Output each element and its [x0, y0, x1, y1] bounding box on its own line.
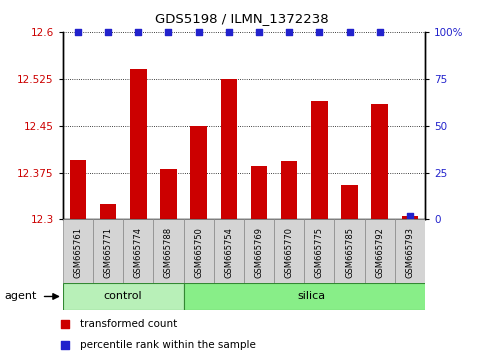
Bar: [311, 101, 327, 219]
Bar: [395, 219, 425, 283]
Text: GSM665792: GSM665792: [375, 227, 384, 278]
Bar: [251, 166, 267, 219]
Point: [376, 29, 384, 35]
Point: [346, 29, 354, 35]
Point: [104, 29, 112, 35]
Bar: [213, 219, 244, 283]
Bar: [184, 283, 440, 310]
Point: [285, 29, 293, 35]
Text: GSM665750: GSM665750: [194, 227, 203, 278]
Text: GSM665785: GSM665785: [345, 227, 354, 278]
Point: [195, 29, 202, 35]
Point: [134, 29, 142, 35]
Text: transformed count: transformed count: [80, 319, 177, 329]
Text: GSM665769: GSM665769: [255, 227, 264, 278]
Point: [61, 342, 69, 348]
Text: percentile rank within the sample: percentile rank within the sample: [80, 340, 256, 350]
Bar: [365, 219, 395, 283]
Bar: [63, 219, 93, 283]
Point: [74, 29, 82, 35]
Bar: [221, 79, 237, 219]
Text: GSM665761: GSM665761: [73, 227, 83, 278]
Text: agent: agent: [5, 291, 37, 302]
Bar: [63, 283, 184, 310]
Bar: [160, 170, 177, 219]
Bar: [334, 219, 365, 283]
Bar: [184, 219, 213, 283]
Bar: [93, 219, 123, 283]
Bar: [402, 216, 418, 219]
Text: GSM665775: GSM665775: [315, 227, 324, 278]
Bar: [190, 126, 207, 219]
Bar: [371, 104, 388, 219]
Text: GSM665788: GSM665788: [164, 227, 173, 278]
Text: GDS5198 / ILMN_1372238: GDS5198 / ILMN_1372238: [155, 12, 328, 25]
Text: GSM665754: GSM665754: [224, 227, 233, 278]
Bar: [281, 161, 298, 219]
Point: [406, 213, 414, 218]
Text: GSM665771: GSM665771: [103, 227, 113, 278]
Point: [315, 29, 323, 35]
Text: silica: silica: [298, 291, 326, 302]
Bar: [100, 204, 116, 219]
Point: [225, 29, 233, 35]
Text: GSM665770: GSM665770: [284, 227, 294, 278]
Text: GSM665774: GSM665774: [134, 227, 143, 278]
Point: [61, 321, 69, 327]
Bar: [123, 219, 154, 283]
Bar: [341, 185, 358, 219]
Text: GSM665793: GSM665793: [405, 227, 414, 278]
Bar: [244, 219, 274, 283]
Text: control: control: [104, 291, 142, 302]
Bar: [274, 219, 304, 283]
Point: [165, 29, 172, 35]
Bar: [304, 219, 334, 283]
Bar: [154, 219, 184, 283]
Bar: [130, 69, 146, 219]
Point: [255, 29, 263, 35]
Bar: [70, 160, 86, 219]
